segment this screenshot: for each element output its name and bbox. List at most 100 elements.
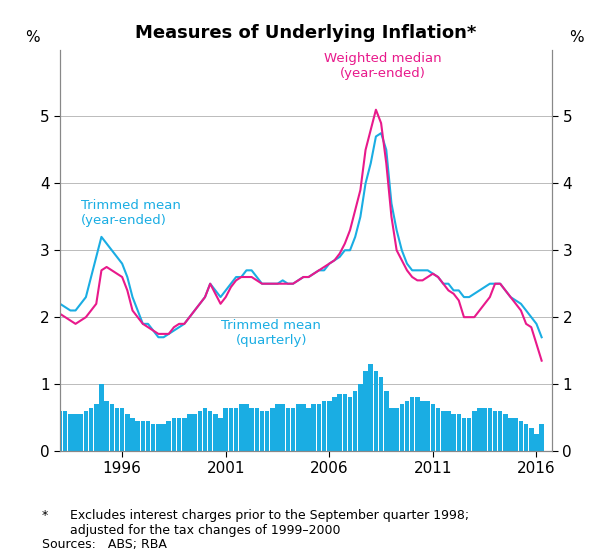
- Bar: [73, 414, 78, 451]
- Bar: [99, 384, 104, 451]
- Bar: [223, 408, 228, 451]
- Bar: [151, 424, 155, 451]
- Bar: [503, 414, 508, 451]
- Bar: [482, 408, 487, 451]
- Bar: [514, 417, 518, 451]
- Bar: [524, 424, 529, 451]
- Bar: [89, 408, 94, 451]
- Bar: [301, 404, 305, 451]
- Title: Measures of Underlying Inflation*: Measures of Underlying Inflation*: [136, 24, 476, 42]
- Bar: [472, 411, 476, 451]
- Bar: [410, 398, 415, 451]
- Bar: [508, 417, 513, 451]
- Bar: [337, 394, 342, 451]
- Bar: [250, 408, 254, 451]
- Text: %: %: [569, 30, 584, 46]
- Bar: [94, 404, 98, 451]
- Bar: [431, 404, 435, 451]
- Bar: [353, 390, 358, 451]
- Bar: [493, 411, 497, 451]
- Bar: [307, 408, 311, 451]
- Bar: [498, 411, 502, 451]
- Bar: [193, 414, 197, 451]
- Text: Trimmed mean
(quarterly): Trimmed mean (quarterly): [221, 320, 321, 347]
- Bar: [244, 404, 249, 451]
- Bar: [63, 411, 67, 451]
- Bar: [461, 417, 466, 451]
- Bar: [280, 404, 285, 451]
- Bar: [208, 411, 212, 451]
- Bar: [332, 398, 337, 451]
- Text: %: %: [26, 30, 40, 46]
- Text: Excludes interest charges prior to the September quarter 1998;
    adjusted for : Excludes interest charges prior to the S…: [54, 509, 469, 537]
- Bar: [156, 424, 161, 451]
- Bar: [529, 427, 533, 451]
- Bar: [270, 408, 275, 451]
- Bar: [394, 408, 399, 451]
- Bar: [384, 390, 389, 451]
- Bar: [311, 404, 316, 451]
- Bar: [79, 414, 83, 451]
- Bar: [120, 408, 124, 451]
- Bar: [110, 404, 114, 451]
- Bar: [415, 398, 419, 451]
- Bar: [477, 408, 482, 451]
- Bar: [518, 421, 523, 451]
- Bar: [275, 404, 280, 451]
- Bar: [140, 421, 145, 451]
- Bar: [291, 408, 295, 451]
- Bar: [374, 371, 378, 451]
- Bar: [125, 414, 130, 451]
- Bar: [177, 417, 181, 451]
- Bar: [254, 408, 259, 451]
- Bar: [172, 417, 176, 451]
- Bar: [363, 371, 368, 451]
- Bar: [425, 401, 430, 451]
- Bar: [203, 408, 207, 451]
- Bar: [534, 434, 539, 451]
- Bar: [317, 404, 321, 451]
- Bar: [296, 404, 301, 451]
- Text: Sources:   ABS; RBA: Sources: ABS; RBA: [42, 538, 167, 550]
- Bar: [467, 417, 472, 451]
- Bar: [368, 364, 373, 451]
- Bar: [182, 417, 187, 451]
- Bar: [379, 377, 383, 451]
- Bar: [451, 414, 456, 451]
- Bar: [389, 408, 394, 451]
- Bar: [348, 398, 352, 451]
- Bar: [358, 384, 362, 451]
- Bar: [343, 394, 347, 451]
- Bar: [436, 408, 440, 451]
- Bar: [68, 414, 73, 451]
- Bar: [213, 414, 218, 451]
- Bar: [400, 404, 404, 451]
- Bar: [187, 414, 192, 451]
- Text: Trimmed mean
(year-ended): Trimmed mean (year-ended): [81, 200, 181, 228]
- Bar: [539, 424, 544, 451]
- Text: Weighted median
(year-ended): Weighted median (year-ended): [325, 52, 442, 80]
- Bar: [166, 421, 171, 451]
- Text: *: *: [42, 509, 48, 522]
- Bar: [420, 401, 425, 451]
- Bar: [130, 417, 135, 451]
- Bar: [115, 408, 119, 451]
- Bar: [239, 404, 244, 451]
- Bar: [229, 408, 233, 451]
- Bar: [327, 401, 332, 451]
- Bar: [161, 424, 166, 451]
- Bar: [265, 411, 269, 451]
- Bar: [83, 411, 88, 451]
- Bar: [322, 401, 326, 451]
- Bar: [457, 414, 461, 451]
- Bar: [441, 411, 446, 451]
- Bar: [488, 408, 492, 451]
- Bar: [218, 417, 223, 451]
- Bar: [234, 408, 238, 451]
- Bar: [446, 411, 451, 451]
- Bar: [104, 401, 109, 451]
- Bar: [286, 408, 290, 451]
- Bar: [405, 401, 409, 451]
- Bar: [136, 421, 140, 451]
- Bar: [58, 411, 62, 451]
